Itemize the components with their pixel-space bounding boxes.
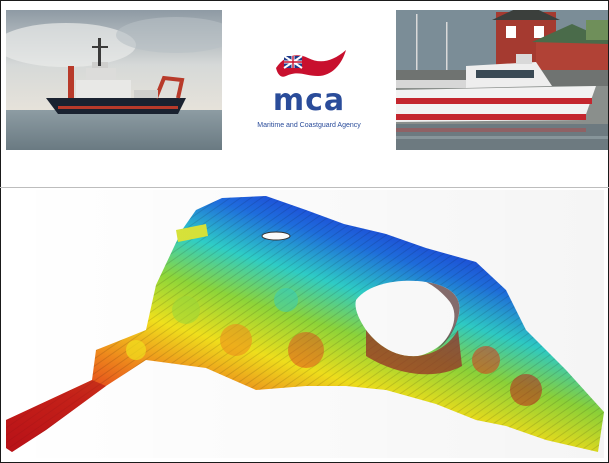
flag-wave-icon — [276, 50, 346, 77]
mca-logo: mca Maritime and Coastguard Agency — [224, 10, 394, 150]
logo-wordmark: mca — [272, 83, 346, 118]
bathymetry-render — [6, 190, 604, 458]
section-divider — [0, 187, 609, 188]
logo-caption: Maritime and Coastguard Agency — [257, 122, 361, 129]
pilot-boat-photo — [396, 10, 608, 150]
survey-vessel-photo — [6, 10, 222, 150]
